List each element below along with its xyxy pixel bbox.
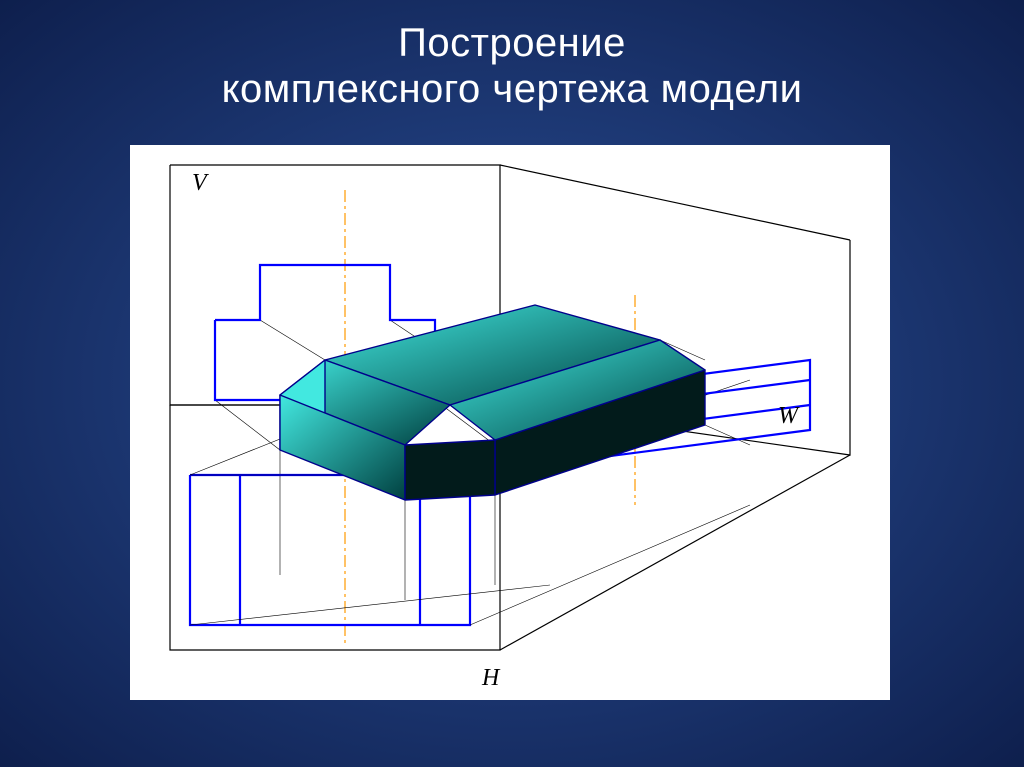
title-line-1: Построение — [398, 21, 626, 65]
slide: Построение комплексного чертежа модели V… — [0, 0, 1024, 767]
solid-model — [280, 305, 705, 500]
title-line-2: комплексного чертежа модели — [222, 67, 803, 111]
svg-text:V: V — [192, 170, 209, 196]
svg-text:H: H — [481, 665, 501, 691]
drawing-canvas: V W H — [130, 145, 890, 700]
technical-drawing-svg: V W H — [130, 145, 890, 700]
svg-text:W: W — [778, 403, 800, 429]
slide-title: Построение комплексного чертежа модели — [0, 0, 1024, 112]
